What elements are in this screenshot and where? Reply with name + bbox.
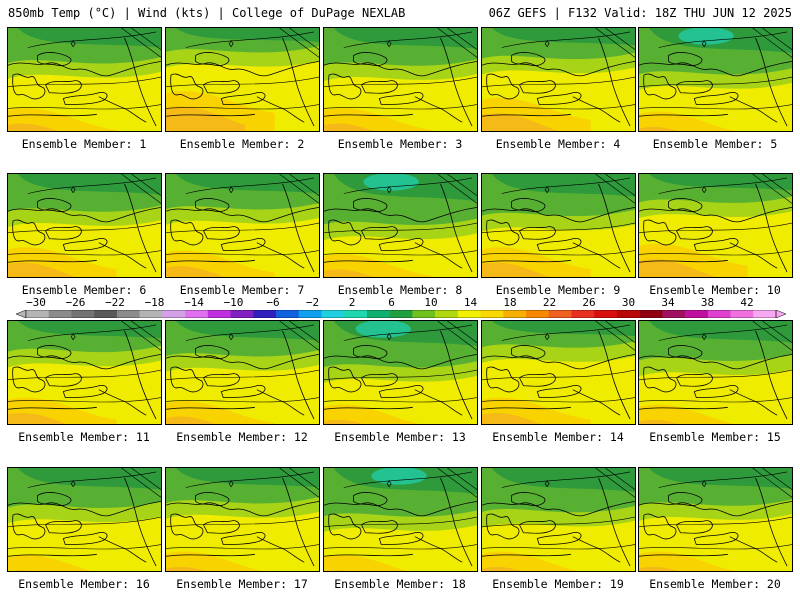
ensemble-member-label: Ensemble Member: 6 (21, 283, 147, 297)
ensemble-member-label: Ensemble Member: 18 (334, 577, 466, 591)
colorbar-tick-label: 14 (463, 296, 478, 309)
colorbar-tick-label: −2 (305, 296, 320, 309)
colorbar-segment (207, 310, 231, 318)
ensemble-member-map[interactable] (323, 467, 478, 572)
colorbar-tick-label: 6 (388, 296, 395, 309)
map-title: 850mb Temp (°C) | Wind (kts) | College o… (8, 6, 406, 20)
ensemble-member-map[interactable] (323, 173, 478, 278)
colorbar-segment (139, 310, 163, 318)
ensemble-member-map[interactable] (323, 320, 478, 425)
colorbar-segment (548, 310, 572, 318)
ensemble-member-map[interactable] (165, 173, 320, 278)
colorbar-segment (276, 310, 300, 318)
colorbar-tick-label: 18 (503, 296, 517, 309)
ensemble-member-label: Ensemble Member: 11 (18, 430, 150, 444)
colorbar-tick-label: 42 (740, 296, 754, 309)
ensemble-member-map[interactable] (7, 467, 162, 572)
colorbar-tick-label: −10 (223, 296, 244, 309)
colorbar-segment (94, 310, 118, 318)
ensemble-member-label: Ensemble Member: 12 (176, 430, 308, 444)
ensemble-member-label: Ensemble Member: 2 (179, 137, 305, 151)
colorbar-tick-label: 38 (700, 296, 715, 309)
ensemble-member-map[interactable] (481, 27, 636, 132)
ensemble-member-label: Ensemble Member: 13 (334, 430, 466, 444)
colorbar-segment (707, 310, 731, 318)
ensemble-member-map[interactable] (638, 467, 793, 572)
colorbar-tick-label: −18 (144, 296, 165, 309)
colorbar-tick-label: 10 (424, 296, 438, 309)
colorbar-segment (503, 310, 527, 318)
ensemble-member-map[interactable] (7, 27, 162, 132)
colorbar-segment (116, 310, 140, 318)
colorbar-left-arrow (16, 310, 27, 318)
model-run-info: 06Z GEFS | F132 Valid: 18Z THU JUN 12 20… (488, 6, 792, 20)
colorbar-tick-label: 22 (542, 296, 557, 309)
ensemble-member-label: Ensemble Member: 15 (649, 430, 781, 444)
ensemble-member-label: Ensemble Member: 1 (21, 137, 147, 151)
ensemble-member-label: Ensemble Member: 16 (18, 577, 150, 591)
colorbar-segment (366, 310, 390, 318)
temperature-colorbar (16, 310, 786, 318)
colorbar-tick-label: 26 (582, 296, 596, 309)
ensemble-member-label: Ensemble Member: 20 (649, 577, 781, 591)
ensemble-member-map[interactable] (638, 27, 793, 132)
colorbar-segment (435, 310, 459, 318)
ensemble-member-map[interactable] (165, 27, 320, 132)
colorbar-segment (162, 310, 186, 318)
colorbar-segment (639, 310, 663, 318)
colorbar-tick-label: −30 (26, 296, 46, 309)
colorbar-segment (616, 310, 640, 318)
ensemble-member-label: Ensemble Member: 19 (492, 577, 624, 591)
ensemble-member-map[interactable] (7, 173, 162, 278)
ensemble-member-map[interactable] (638, 173, 793, 278)
colorbar-tick-label: −6 (266, 296, 280, 309)
colorbar-segment (594, 310, 618, 318)
colorbar-tick-label: 2 (348, 296, 356, 309)
colorbar-segment (230, 310, 254, 318)
colorbar-segment (389, 310, 413, 318)
colorbar-tick-label: −26 (65, 296, 86, 309)
ensemble-member-map[interactable] (7, 320, 162, 425)
ensemble-member-map[interactable] (481, 320, 636, 425)
ensemble-member-label: Ensemble Member: 3 (337, 137, 463, 151)
ensemble-member-map[interactable] (165, 320, 320, 425)
colorbar-segment (412, 310, 436, 318)
colorbar-tick-label: −14 (184, 296, 204, 309)
ensemble-member-label: Ensemble Member: 10 (649, 283, 781, 297)
ensemble-member-label: Ensemble Member: 9 (495, 283, 621, 297)
colorbar-segment (753, 310, 777, 318)
colorbar-segment (185, 310, 209, 318)
colorbar-tick-label: 34 (661, 296, 675, 309)
ensemble-member-label: Ensemble Member: 4 (495, 137, 621, 151)
colorbar-segment (685, 310, 709, 318)
ensemble-member-label: Ensemble Member: 7 (179, 283, 305, 297)
ensemble-member-map[interactable] (481, 467, 636, 572)
ensemble-member-label: Ensemble Member: 5 (652, 137, 778, 151)
ensemble-member-label: Ensemble Member: 17 (176, 577, 308, 591)
ensemble-member-label: Ensemble Member: 8 (337, 283, 463, 297)
colorbar-segment (253, 310, 277, 318)
colorbar-segment (48, 310, 72, 318)
colorbar-segment (480, 310, 504, 318)
ensemble-member-map[interactable] (165, 467, 320, 572)
ensemble-member-map[interactable] (323, 27, 478, 132)
ensemble-member-label: Ensemble Member: 14 (492, 430, 624, 444)
colorbar-right-arrow (775, 310, 786, 318)
colorbar-segment (71, 310, 95, 318)
colorbar-tick-label: −22 (105, 296, 125, 309)
colorbar-segment (26, 310, 50, 318)
colorbar-segment (457, 310, 481, 318)
colorbar-segment (321, 310, 345, 318)
ensemble-member-map[interactable] (481, 173, 636, 278)
colorbar-segment (298, 310, 322, 318)
colorbar-tick-label: 30 (621, 296, 636, 309)
colorbar-segment (344, 310, 368, 318)
colorbar-segment (730, 310, 754, 318)
colorbar-segment (526, 310, 550, 318)
colorbar-segment (571, 310, 595, 318)
ensemble-member-map[interactable] (638, 320, 793, 425)
colorbar-segment (662, 310, 686, 318)
